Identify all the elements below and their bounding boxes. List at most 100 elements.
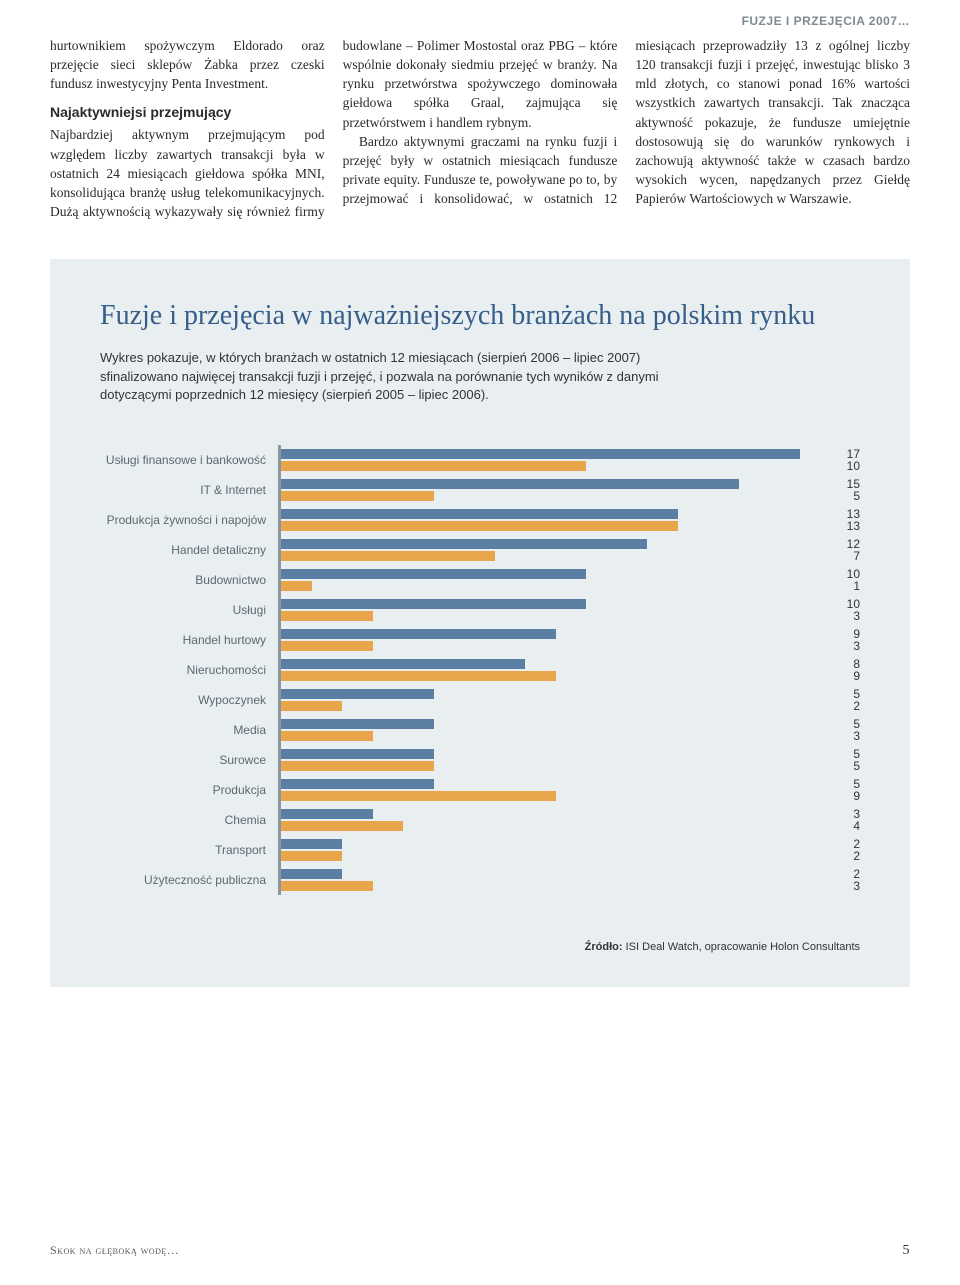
bars-area	[278, 445, 800, 895]
bar-row	[281, 655, 800, 685]
footer-left: Skok na głęboką wodę…	[50, 1243, 179, 1259]
category-label: Usługi finansowe i bankowość	[100, 445, 266, 475]
article-p1: hurtownikiem spożywczym Eldorado oraz pr…	[50, 36, 325, 93]
bar-series-a	[281, 749, 434, 759]
category-label: Wypoczynek	[100, 685, 266, 715]
source-label: Źródło:	[585, 941, 623, 953]
bar-row	[281, 745, 800, 775]
value-a: 15	[847, 479, 860, 489]
category-label: Budownictwo	[100, 565, 266, 595]
category-label: Chemia	[100, 805, 266, 835]
value-b: 1	[853, 581, 860, 591]
chart-source: Źródło: ISI Deal Watch, opracowanie Holo…	[100, 941, 860, 953]
value-labels: 17101551313127101103938952535559342223	[800, 445, 860, 895]
value-a: 5	[853, 719, 860, 729]
article-subhead: Najaktywniejsi przejmujący	[50, 103, 325, 123]
value-pair: 101	[800, 565, 860, 595]
category-label: Handel detaliczny	[100, 535, 266, 565]
value-pair: 55	[800, 745, 860, 775]
value-pair: 127	[800, 535, 860, 565]
chart-intro: Wykres pokazuje, w których branżach w os…	[100, 349, 720, 406]
value-pair: 34	[800, 805, 860, 835]
value-b: 3	[853, 611, 860, 621]
bar-row	[281, 775, 800, 805]
bar-row	[281, 805, 800, 835]
value-pair: 53	[800, 715, 860, 745]
value-b: 4	[853, 821, 860, 831]
chart-panel: Fuzje i przejęcia w najważniejszych bran…	[50, 259, 910, 987]
bar-series-b	[281, 791, 556, 801]
bar-series-b	[281, 851, 342, 861]
bar-series-b	[281, 731, 373, 741]
bar-series-b	[281, 671, 556, 681]
category-label: Surowce	[100, 745, 266, 775]
value-a: 8	[853, 659, 860, 669]
bar-series-b	[281, 641, 373, 651]
category-label: Usługi	[100, 595, 266, 625]
value-a: 17	[847, 449, 860, 459]
value-b: 2	[853, 851, 860, 861]
value-a: 2	[853, 869, 860, 879]
bar-row	[281, 535, 800, 565]
category-label: Nieruchomości	[100, 655, 266, 685]
category-labels: Usługi finansowe i bankowośćIT & Interne…	[100, 445, 278, 895]
bar-row	[281, 505, 800, 535]
value-a: 10	[847, 569, 860, 579]
value-b: 5	[853, 491, 860, 501]
category-label: Produkcja żywności i napojów	[100, 505, 266, 535]
article-body: hurtownikiem spożywczym Eldorado oraz pr…	[0, 36, 960, 241]
bar-row	[281, 685, 800, 715]
value-pair: 23	[800, 865, 860, 895]
bar-series-a	[281, 659, 525, 669]
bar-series-a	[281, 449, 800, 459]
value-pair: 1710	[800, 445, 860, 475]
bar-series-a	[281, 629, 556, 639]
value-a: 3	[853, 809, 860, 819]
bar-series-a	[281, 839, 342, 849]
value-a: 5	[853, 689, 860, 699]
bar-series-b	[281, 581, 312, 591]
value-pair: 1313	[800, 505, 860, 535]
value-pair: 155	[800, 475, 860, 505]
bar-series-a	[281, 539, 647, 549]
bar-series-b	[281, 821, 403, 831]
bar-series-b	[281, 491, 434, 501]
value-b: 9	[853, 671, 860, 681]
value-pair: 22	[800, 835, 860, 865]
bar-series-b	[281, 461, 586, 471]
bar-row	[281, 475, 800, 505]
bar-row	[281, 445, 800, 475]
bar-row	[281, 715, 800, 745]
value-pair: 103	[800, 595, 860, 625]
bar-row	[281, 625, 800, 655]
chart-title: Fuzje i przejęcia w najważniejszych bran…	[100, 299, 860, 333]
value-b: 7	[853, 551, 860, 561]
category-label: IT & Internet	[100, 475, 266, 505]
value-a: 12	[847, 539, 860, 549]
bar-series-a	[281, 869, 342, 879]
category-label: Użyteczność publiczna	[100, 865, 266, 895]
section-header: FUZJE I PRZEJĘCIA 2007…	[0, 0, 960, 36]
value-b: 3	[853, 641, 860, 651]
category-label: Transport	[100, 835, 266, 865]
bar-series-b	[281, 701, 342, 711]
bar-series-a	[281, 599, 586, 609]
value-a: 10	[847, 599, 860, 609]
value-b: 13	[847, 521, 860, 531]
value-a: 13	[847, 509, 860, 519]
value-a: 5	[853, 779, 860, 789]
value-b: 3	[853, 881, 860, 891]
value-b: 10	[847, 461, 860, 471]
bar-series-b	[281, 551, 495, 561]
bar-series-a	[281, 809, 373, 819]
bar-series-b	[281, 761, 434, 771]
value-b: 9	[853, 791, 860, 801]
source-text: ISI Deal Watch, opracowanie Holon Consul…	[623, 941, 860, 953]
category-label: Handel hurtowy	[100, 625, 266, 655]
footer-page-number: 5	[903, 1243, 911, 1259]
bar-row	[281, 595, 800, 625]
page-footer: Skok na głęboką wodę… 5	[50, 1243, 910, 1259]
bar-series-a	[281, 479, 739, 489]
value-a: 5	[853, 749, 860, 759]
value-pair: 59	[800, 775, 860, 805]
